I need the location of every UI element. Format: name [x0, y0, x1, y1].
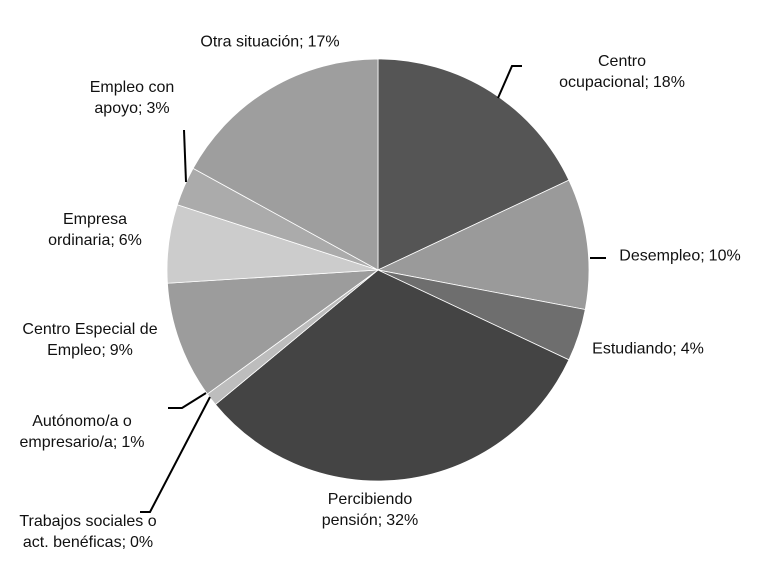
value-label: 6%	[118, 232, 142, 249]
data-label: Estudiando; 4%	[578, 338, 718, 359]
value-label: 18%	[652, 74, 685, 91]
pie-slice	[376, 179, 590, 311]
category-label: Centro ocupacional;	[559, 52, 649, 91]
leader-line	[183, 129, 187, 183]
data-label: Empresa ordinaria; 6%	[35, 209, 155, 251]
category-label: Estudiando;	[592, 340, 677, 358]
value-label: 17%	[307, 33, 340, 51]
value-label: 1%	[121, 434, 145, 451]
data-label: Percibiendo pensión; 32%	[295, 489, 445, 531]
pie-slice	[214, 269, 570, 482]
value-label: 3%	[146, 100, 170, 117]
value-label: 10%	[708, 247, 741, 265]
value-label: 4%	[680, 340, 704, 358]
pie-slice	[192, 58, 379, 271]
data-label: Centro Especial de Empleo; 9%	[10, 319, 170, 361]
category-label: Centro Especial de Empleo;	[22, 320, 158, 359]
category-label: Autónomo/a o empresario/a;	[19, 412, 132, 451]
category-label: Empresa ordinaria;	[48, 210, 128, 249]
pie-slice	[377, 58, 570, 271]
leader-line	[168, 392, 207, 409]
value-label: 9%	[109, 342, 133, 359]
data-label: Empleo con apoyo; 3%	[67, 77, 197, 119]
data-label: Desempleo; 10%	[605, 245, 755, 266]
data-label: Trabajos sociales o act. benéficas; 0%	[18, 511, 158, 553]
data-label: Autónomo/a o empresario/a; 1%	[12, 411, 152, 453]
pie-slice	[166, 269, 380, 395]
category-label: Trabajos sociales o act. benéficas;	[19, 512, 157, 551]
value-label: 0%	[130, 534, 154, 551]
data-label: Otra situación; 17%	[200, 31, 340, 52]
data-label: Centro ocupacional; 18%	[547, 51, 697, 93]
category-label: Empleo con apoyo;	[89, 78, 175, 117]
category-label: Percibiendo pensión;	[321, 490, 413, 529]
leader-line	[497, 65, 522, 99]
value-label: 32%	[386, 512, 419, 529]
category-label: Desempleo;	[619, 247, 705, 265]
category-label: Otra situación;	[200, 33, 304, 51]
leader-line	[140, 396, 211, 513]
